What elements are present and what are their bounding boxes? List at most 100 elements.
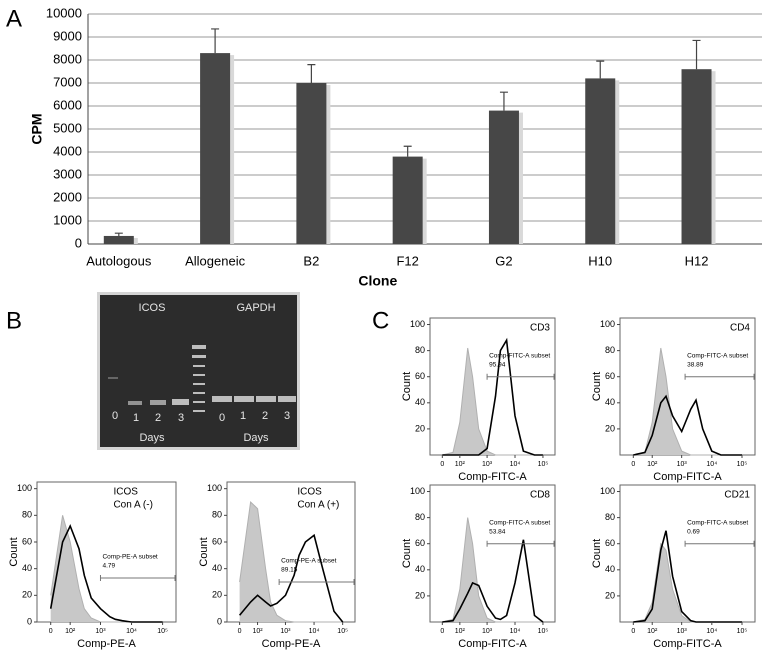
x-axis-label: Comp-FITC-A	[653, 471, 722, 483]
gate-value: 0.69	[687, 528, 700, 535]
y-tick-label: 40	[22, 563, 32, 573]
y-tick-label: 7000	[53, 74, 82, 89]
x-tick-label: 10⁴	[706, 461, 717, 468]
x-tick-label: 10³	[482, 628, 493, 635]
plot-title: CD21	[724, 490, 750, 501]
y-axis-label: Count	[198, 537, 210, 566]
gel-bands	[108, 345, 296, 412]
x-tick-label: 10⁵	[737, 461, 748, 468]
y-tick-label: 60	[212, 536, 222, 546]
x-axis-label: Comp-FITC-A	[458, 471, 527, 483]
plot-frame	[429, 317, 556, 456]
panel-letter: C	[372, 307, 389, 334]
y-axis-label: Count	[401, 539, 413, 568]
plot-title: CD4	[730, 323, 750, 334]
x-axis-label: Comp-PE-A	[77, 638, 136, 650]
y-tick-label: 20	[415, 423, 425, 433]
gate-label: Comp-PE-A subset	[102, 554, 157, 561]
gate	[99, 575, 176, 581]
error-bar	[692, 39, 701, 70]
gate	[486, 373, 555, 380]
area-outline	[442, 517, 543, 623]
x-tick-label: B2	[303, 253, 319, 268]
y-axis-label: Count	[401, 372, 413, 401]
y-tick-label: 40	[605, 564, 615, 574]
x-tick-label: H12	[685, 253, 709, 268]
y-tick-label: 80	[605, 512, 615, 522]
y-tick-label: 6000	[53, 97, 82, 112]
x-tick-label: 10⁴	[510, 628, 521, 635]
area-fill	[239, 502, 343, 622]
x-axis-label: Clone	[358, 273, 397, 289]
histogram-line	[442, 337, 543, 456]
x-tick-label: F12	[396, 253, 418, 268]
y-axis-label: Count	[8, 537, 20, 566]
area-fill	[442, 348, 543, 455]
gate-value: 95.94	[489, 361, 506, 368]
gate-value: 38.89	[687, 361, 704, 368]
panel-letter: B	[6, 307, 22, 334]
x-tick-label: 10⁴	[706, 628, 717, 635]
y-tick-label: 40	[212, 563, 222, 573]
histogram-line	[49, 523, 163, 623]
lane-label: 0	[112, 410, 118, 422]
gel-label: ICOS	[139, 302, 166, 314]
area-outline	[442, 347, 543, 456]
gate-value: 4.79	[102, 563, 115, 570]
y-tick-label: 60	[415, 371, 425, 381]
plot-title: Con A (+)	[297, 500, 339, 511]
y-tick-label: 80	[22, 510, 32, 520]
x-tick-label: 10³	[95, 628, 106, 635]
x-tick-label: 10²	[647, 628, 658, 635]
y-tick-label: 80	[415, 345, 425, 355]
error-bar	[596, 60, 605, 79]
y-tick-label: 5000	[53, 120, 82, 135]
x-tick-label: 10⁵	[538, 461, 549, 468]
y-tick-label: 100	[600, 319, 615, 329]
x-tick-label: 10⁵	[737, 628, 748, 635]
x-tick-label: 10²	[252, 628, 263, 635]
bar	[585, 78, 616, 245]
gate-label: Comp-FITC-A subset	[687, 352, 748, 359]
y-tick-label: 20	[605, 590, 615, 600]
y-tick-label: 3000	[53, 166, 82, 181]
bar	[488, 110, 519, 244]
gate	[486, 540, 555, 547]
x-tick-label: 10³	[677, 628, 688, 635]
plot-frame	[429, 484, 556, 623]
x-tick-label: 10⁴	[510, 461, 521, 468]
lane-label: 1	[133, 412, 139, 424]
y-tick-label: 8000	[53, 51, 82, 66]
error-bar	[403, 145, 412, 157]
lane-label: 2	[155, 412, 161, 424]
lane-label: 3	[178, 412, 184, 424]
x-tick-label: 0	[440, 461, 444, 468]
error-bar	[114, 232, 123, 236]
x-tick-label: 10³	[482, 461, 493, 468]
y-tick-label: 60	[22, 536, 32, 546]
bar	[200, 53, 231, 244]
y-tick-label: 0	[217, 616, 222, 626]
y-axis-label: Count	[591, 372, 603, 401]
y-tick-label: 40	[415, 564, 425, 574]
y-tick-label: 100	[410, 319, 425, 329]
x-tick-label: 0	[440, 628, 444, 635]
x-tick-label: 0	[631, 461, 635, 468]
lane-label: 1	[240, 410, 246, 422]
x-tick-label: 0	[238, 628, 242, 635]
gate	[278, 579, 355, 585]
y-tick-label: 60	[605, 538, 615, 548]
gate-label: Comp-FITC-A subset	[687, 519, 748, 526]
plot-title: ICOS	[297, 487, 322, 498]
y-tick-label: 80	[415, 512, 425, 522]
error-bar	[211, 28, 220, 54]
x-axis-label: Comp-FITC-A	[458, 638, 527, 650]
y-tick-label: 100	[410, 486, 425, 496]
x-tick-label: 0	[49, 628, 53, 635]
histogram-line	[238, 533, 344, 623]
gel-label: GAPDH	[236, 302, 275, 314]
bar	[681, 69, 712, 244]
y-tick-label: 20	[605, 423, 615, 433]
